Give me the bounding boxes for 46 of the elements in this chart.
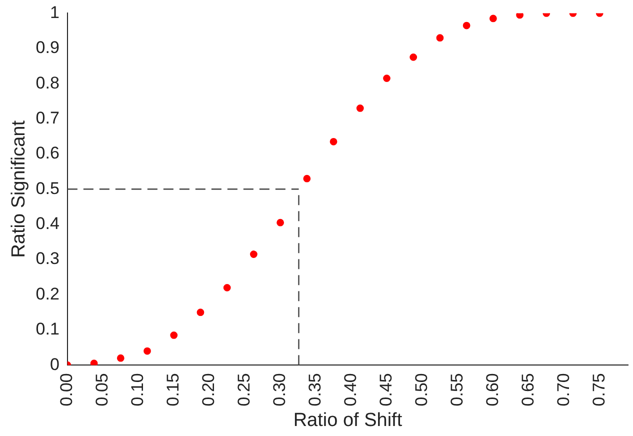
x-tick-label: 0.50 [412, 373, 431, 406]
point [356, 104, 364, 112]
x-tick-label: 0.55 [447, 373, 466, 406]
y-tick-label: 0.2 [36, 284, 60, 304]
y-tick-label: 0.7 [36, 108, 60, 128]
x-tick-label: 0.65 [518, 373, 538, 406]
y-tick-label: 0.9 [36, 38, 60, 58]
y-tick-label: 0.8 [36, 73, 60, 92]
point [462, 22, 470, 30]
y-tick-label: 0.5 [36, 178, 60, 198]
x-tick-label: 0.05 [92, 373, 112, 406]
y-tick-label: 0.6 [36, 144, 60, 163]
x-tick-label: 0.25 [234, 373, 254, 406]
x-tick-label: 0.30 [270, 373, 289, 406]
point [116, 354, 124, 362]
point [223, 284, 231, 292]
x-tick-label: 0.15 [164, 373, 183, 406]
point [410, 53, 418, 61]
point [90, 360, 98, 366]
point [250, 250, 258, 258]
x-tick-label: 0.40 [340, 373, 360, 406]
point [383, 74, 390, 82]
point [303, 174, 311, 182]
point [196, 308, 204, 316]
x-tick-label: 0.20 [199, 373, 218, 406]
point [436, 34, 444, 42]
x-tick-label: 0.10 [128, 373, 148, 406]
x-tick-label: 0.00 [57, 373, 76, 406]
point [144, 347, 151, 355]
y-tick-label: 1 [50, 2, 60, 22]
point [489, 14, 497, 22]
y-tick-label: 0.1 [36, 320, 60, 339]
x-tick-label: 0.60 [482, 373, 502, 406]
y-tick-label: 0 [50, 354, 60, 374]
y-tick-label: 0.4 [36, 214, 60, 234]
point [330, 138, 338, 146]
point [170, 332, 178, 339]
point [276, 218, 284, 226]
x-tick-label: 0.75 [589, 373, 608, 406]
x-tick-label: 0.35 [305, 373, 324, 406]
y-tick-label: 0.3 [36, 249, 60, 268]
x-axis-title: Ratio of Shift [293, 410, 403, 431]
point [516, 13, 524, 19]
x-tick-label: 0.45 [376, 373, 396, 406]
y-axis-title: Ratio Significant [8, 120, 30, 258]
x-tick-label: 0.70 [554, 373, 573, 406]
